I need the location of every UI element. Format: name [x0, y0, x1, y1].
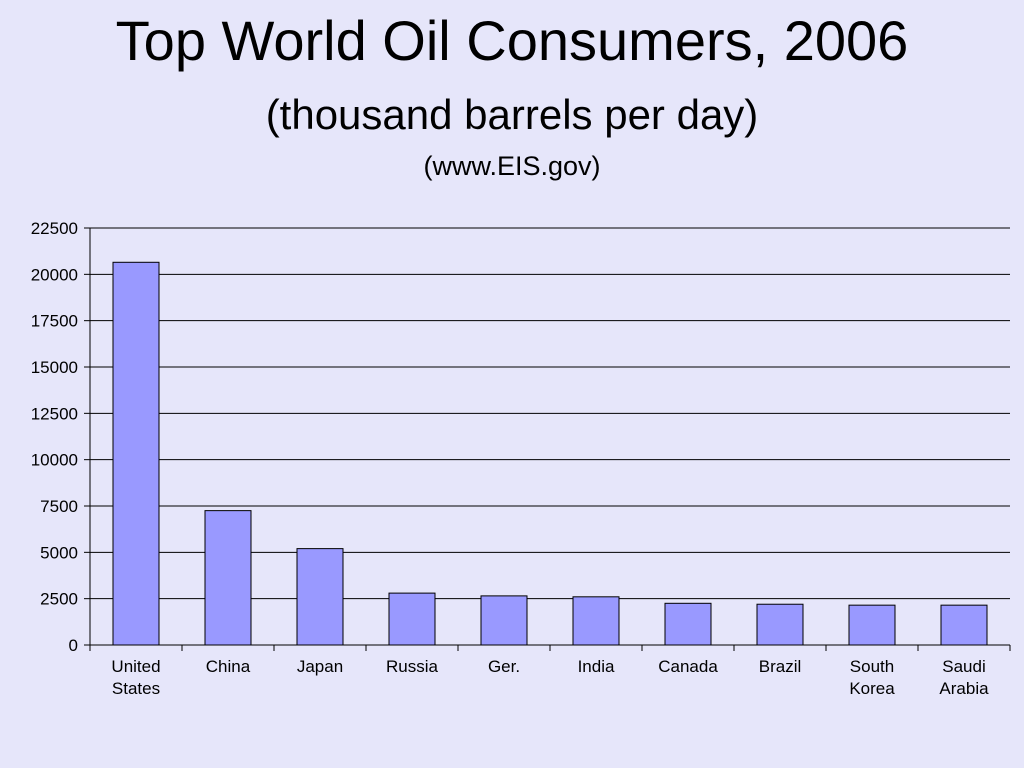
x-tick-labels: United States China Japan Russia Ger. India Can…: [111, 657, 989, 698]
x-tick-label-line: China: [206, 657, 251, 676]
x-tick-label-line: South: [850, 657, 894, 676]
y-tick-label: 17500: [31, 312, 78, 331]
x-tick-label: China: [206, 657, 251, 676]
x-tick-label: Ger.: [488, 657, 520, 676]
x-tick-label: Russia: [386, 657, 439, 676]
chart-title: Top World Oil Consumers, 2006: [115, 9, 909, 72]
y-tick-label: 10000: [31, 451, 78, 470]
x-tick-label-line: United: [111, 657, 160, 676]
x-tick-label-line: Russia: [386, 657, 439, 676]
bar: [572, 596, 620, 646]
bar: [940, 604, 988, 646]
x-tick-label: Brazil: [759, 657, 802, 676]
y-tick-label: 15000: [31, 358, 78, 377]
bar: [296, 548, 344, 646]
x-tick-label-line: Saudi: [942, 657, 985, 676]
y-tick-label: 12500: [31, 404, 78, 423]
chart-source: (www.EIS.gov): [423, 151, 601, 181]
chart-subtitle: (thousand barrels per day): [265, 91, 759, 138]
x-tick-label-line: Korea: [849, 679, 895, 698]
x-tick-label-line: Brazil: [759, 657, 802, 676]
bar: [112, 261, 160, 646]
x-tick-label: Saudi Arabia: [939, 657, 989, 698]
x-tick-label-line: Arabia: [939, 679, 989, 698]
x-tick-label: India: [578, 657, 615, 676]
x-tick-label: South Korea: [849, 657, 895, 698]
x-tick-label-line: India: [578, 657, 615, 676]
x-tick-label-line: Canada: [658, 657, 718, 676]
y-tick-label: 22500: [31, 219, 78, 238]
bar: [664, 602, 712, 646]
bar: [204, 510, 252, 646]
axes: [84, 227, 1011, 651]
y-tick-label: 7500: [40, 497, 78, 516]
y-tick-label: 20000: [31, 265, 78, 284]
x-tick-label: Japan: [297, 657, 343, 676]
x-tick-label-line: Japan: [297, 657, 343, 676]
x-tick-label-line: States: [112, 679, 160, 698]
bars: [112, 261, 988, 646]
y-tick-label: 5000: [40, 543, 78, 562]
bar: [848, 604, 896, 646]
x-tick-label: United States: [111, 657, 160, 698]
y-tick-label: 2500: [40, 590, 78, 609]
bar: [480, 595, 528, 646]
bar: [388, 592, 436, 646]
y-tick-labels: 0 2500 5000 7500 10000 12500 15000 17500 20000 22…: [31, 219, 78, 655]
x-tick-label: Canada: [658, 657, 718, 676]
x-tick-label-line: Ger.: [488, 657, 520, 676]
y-tick-label: 0: [69, 636, 78, 655]
bar: [756, 603, 804, 646]
